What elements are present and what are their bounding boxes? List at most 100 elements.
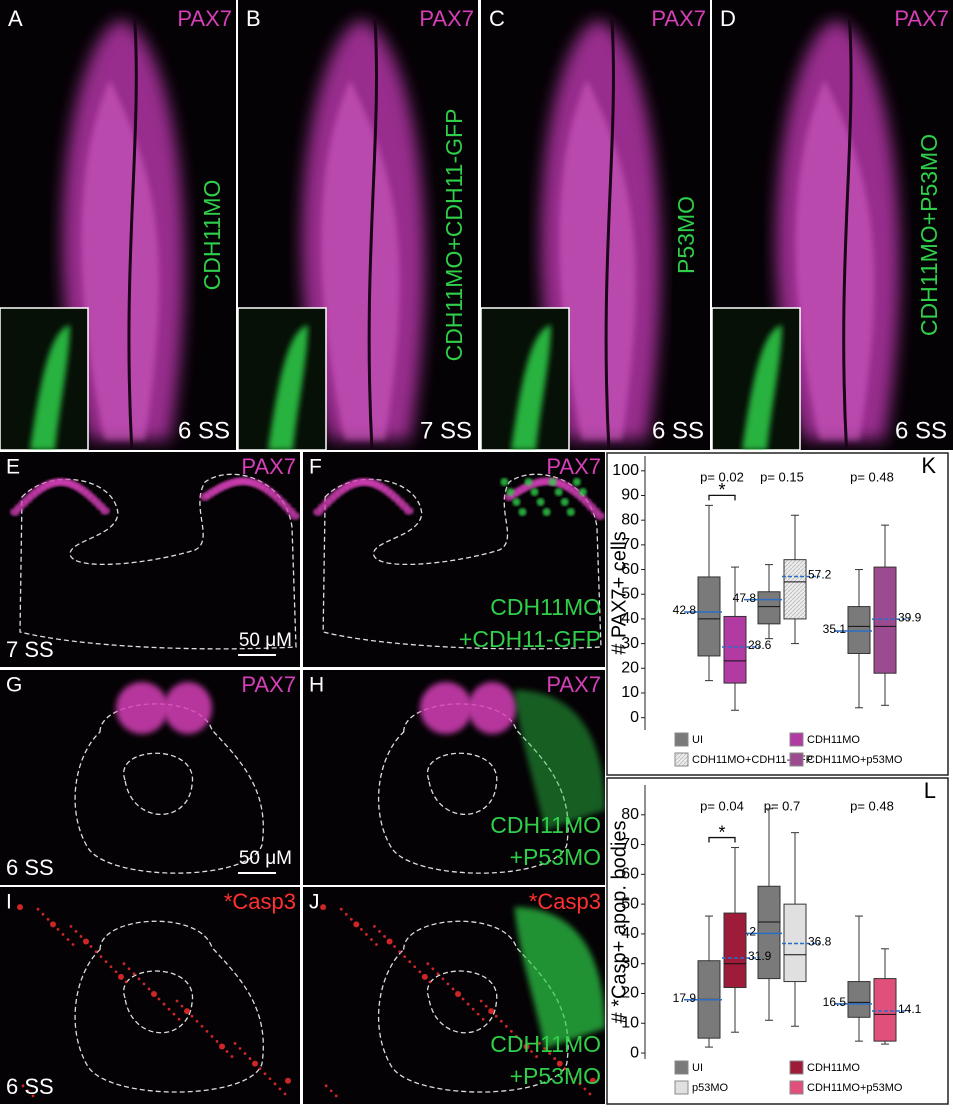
casp-dot: [403, 955, 407, 959]
lumen-outline: [123, 752, 193, 816]
gfp-cell: [500, 478, 509, 486]
tissue-outline: [322, 473, 602, 650]
casp-dot: [479, 999, 483, 1003]
box: [847, 606, 871, 654]
cell: [290, 511, 300, 520]
panel-letter: G: [6, 674, 22, 697]
casp-dot: [147, 987, 151, 991]
casp-dot: [233, 1042, 237, 1045]
mean-label: 36.8: [808, 935, 832, 949]
p-value: p= 0.15: [760, 469, 804, 484]
casp-dot: [378, 930, 381, 933]
image-panel: A PAX7 CDH11MO 6 SS: [0, 0, 236, 450]
panel-letter: F: [309, 456, 322, 479]
chart-letter: L: [924, 778, 936, 803]
stain-label: PAX7: [546, 672, 601, 697]
stain-label: *Casp3: [224, 889, 296, 914]
gfp-cell: [506, 488, 515, 496]
casp-dot: [320, 904, 327, 911]
micrograph: [481, 0, 710, 450]
tissue-outline: [74, 920, 264, 1093]
y-tick-label: 10: [621, 684, 639, 701]
p-value: p= 0.04: [700, 798, 744, 813]
stain-label: PAX7: [177, 6, 232, 31]
casp-dot: [426, 962, 430, 966]
casp-dot: [373, 924, 376, 928]
mean-label: 28.6: [748, 638, 772, 652]
gfp-cell: [530, 488, 539, 496]
casp-dot: [210, 1034, 214, 1038]
y-tick-label: 50: [621, 895, 639, 912]
box: [847, 981, 871, 1018]
casp-dot: [515, 1034, 518, 1038]
panel-letter: C: [489, 6, 505, 31]
casp-dot: [324, 1084, 328, 1088]
casp-dot: [278, 1087, 282, 1091]
mean-label: 57.2: [808, 568, 832, 582]
mean-label: 17.9: [673, 991, 697, 1005]
image-panel: B PAX7 CDH11MO+CDH11-GFP 7 SS: [238, 0, 478, 450]
treatment-label: CDH11MO: [199, 180, 225, 291]
casp-dot: [151, 990, 157, 997]
cell-cluster: [419, 682, 472, 734]
casp-dot: [466, 1002, 470, 1006]
stage-label: 7 SS: [420, 417, 472, 444]
gfp-region: [514, 907, 605, 1049]
casp-dot: [200, 1024, 204, 1028]
cell-cluster: [164, 682, 212, 734]
tissue-outline: [74, 703, 264, 874]
casp-dot: [56, 927, 60, 931]
casp-dot: [499, 1019, 503, 1023]
casp-dot: [46, 917, 50, 921]
casp-dot: [588, 1092, 592, 1096]
casp-dot: [83, 938, 89, 945]
casp-dot: [263, 1072, 267, 1076]
casp-dot: [89, 945, 93, 948]
gfp-cell: [524, 478, 533, 486]
casp-dot: [386, 938, 393, 945]
image-panel: D PAX7 CDH11MO+P53MO 6 SS: [712, 0, 953, 450]
casp-dot: [383, 935, 386, 938]
casp-dot: [413, 965, 417, 969]
casp-dot: [589, 1077, 596, 1084]
box: [723, 615, 747, 684]
legend-swatch: [674, 1060, 689, 1075]
image-panel: E PAX7 7 SS 50 μM: [0, 452, 300, 667]
micrograph: [0, 670, 300, 885]
casp-dot: [436, 972, 440, 976]
y-tick-label: 20: [621, 985, 639, 1002]
casp-dot: [258, 1067, 262, 1071]
casp-dot: [268, 1077, 272, 1081]
casp-dot: [66, 938, 70, 941]
casp-dot: [441, 977, 445, 981]
cell: [403, 506, 414, 515]
casp-dot: [180, 1004, 184, 1008]
casp-dot: [74, 930, 78, 933]
legend-label: p53MO: [692, 1082, 729, 1094]
panel-letter: H: [309, 674, 324, 697]
casp-dot: [157, 997, 161, 1001]
stage-label: 7 SS: [6, 637, 54, 662]
gfp-cell: [518, 508, 527, 516]
legend-swatch: [674, 1080, 689, 1095]
micrograph: [0, 887, 300, 1104]
casp-dot: [190, 1014, 194, 1018]
y-tick-label: 40: [621, 925, 639, 942]
y-tick-label: 100: [612, 462, 639, 479]
cell: [100, 506, 110, 515]
stage-label: 6 SS: [652, 417, 704, 444]
treatment-label: CDH11MO+CDH11-GFP: [441, 109, 467, 362]
casp-dot: [285, 1077, 291, 1084]
cell-cluster: [116, 682, 168, 734]
casp-dot: [137, 977, 141, 981]
casp-dot: [353, 921, 360, 928]
panel-letter: E: [6, 456, 20, 479]
casp-dot: [329, 1089, 333, 1093]
treatment-label: +P53MO: [510, 844, 601, 870]
casp-dot: [167, 1007, 171, 1011]
box: [873, 978, 897, 1042]
legend-label: CDH11MO+p53MO: [807, 754, 903, 766]
gfp-cell: [572, 478, 581, 486]
casp-dot: [375, 943, 378, 946]
